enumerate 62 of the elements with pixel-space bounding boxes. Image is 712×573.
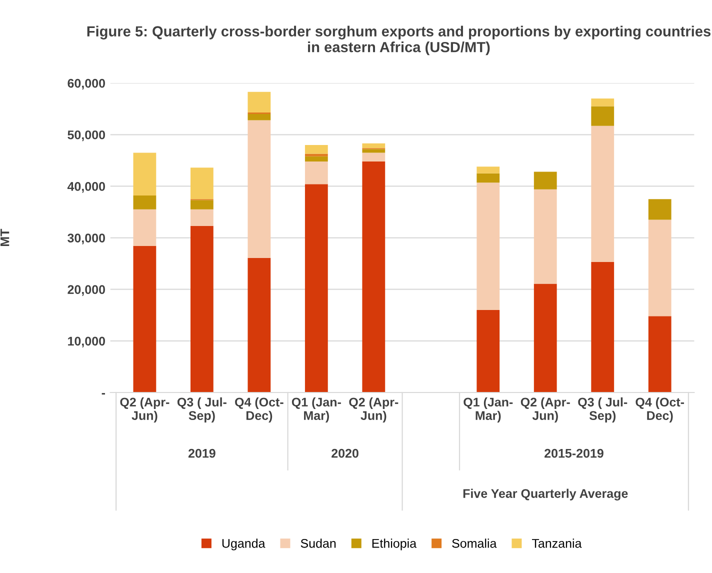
y-tick-label: 10,000 — [68, 336, 105, 348]
legend-label: Somalia — [452, 538, 497, 548]
bar — [648, 316, 672, 393]
y-tick-label: 40,000 — [67, 182, 105, 193]
bar — [476, 310, 500, 393]
bar — [304, 154, 328, 156]
bar — [648, 220, 672, 316]
bar — [190, 209, 214, 226]
bar — [248, 258, 271, 393]
bar — [248, 114, 271, 120]
bar — [190, 200, 214, 210]
x-tick-label: Q3 ( Jul-Sep) — [578, 397, 628, 422]
x-tick-label: Q4 (Oct-Dec) — [636, 397, 684, 422]
legend-label: Uganda — [222, 538, 266, 550]
legend-label: Tanzania — [532, 538, 582, 548]
chart-title: Figure 5: Quarterly cross-border sorghum exports and proportions by exporting countries in eastern Africa (USD/MT) — [87, 26, 711, 56]
y-axis-title: MT — [0, 228, 10, 246]
bar — [648, 199, 672, 220]
legend-label: Ethiopia — [372, 538, 417, 550]
y-tick-label: 50,000 — [68, 130, 105, 142]
x-tick-label: Q2 (Apr-Jun) — [349, 397, 398, 422]
bar — [591, 106, 614, 126]
bar — [476, 173, 500, 183]
y-tick-label: - — [102, 393, 105, 395]
bar — [591, 126, 614, 262]
bar — [304, 156, 328, 162]
bar — [362, 149, 386, 153]
bar — [591, 98, 614, 106]
text: 2015-2019 — [544, 448, 604, 458]
bar — [133, 209, 156, 246]
bar — [534, 172, 557, 190]
bar — [304, 184, 328, 393]
y-tick-label: 20,000 — [68, 285, 105, 296]
bar — [362, 161, 386, 393]
bar — [362, 152, 386, 162]
x-tick-label: Q1 (Jan-Mar) — [464, 397, 513, 422]
bar — [248, 92, 271, 112]
bar — [304, 161, 328, 184]
bar — [133, 152, 156, 196]
bar — [591, 262, 614, 393]
x-tick-label: Q1 (Jan-Mar) — [292, 397, 341, 422]
x-tick-label: Q2 (Apr-Jun) — [120, 397, 170, 422]
bar — [133, 246, 156, 393]
y-tick-label: 60,000 — [68, 78, 105, 90]
bar — [362, 143, 386, 148]
text: Five Year Quarterly Average — [463, 488, 628, 500]
bar — [190, 168, 214, 200]
bar — [248, 120, 271, 258]
bar — [476, 182, 500, 310]
x-tick-label: Q3 ( Jul-Sep) — [177, 397, 226, 422]
bar — [534, 189, 557, 284]
bar — [190, 226, 214, 393]
legend-label: Sudan — [300, 538, 336, 548]
y-tick-label: 30,000 — [68, 234, 105, 244]
bar — [476, 166, 500, 174]
bar — [304, 144, 328, 154]
x-tick-label: Q2 (Apr-Jun) — [520, 397, 570, 422]
bar — [534, 284, 557, 393]
text: 2019 — [188, 448, 216, 458]
text: 2020 — [332, 448, 358, 458]
bar — [133, 196, 156, 210]
x-tick-label: Q4 (Oct-Dec) — [235, 397, 284, 422]
